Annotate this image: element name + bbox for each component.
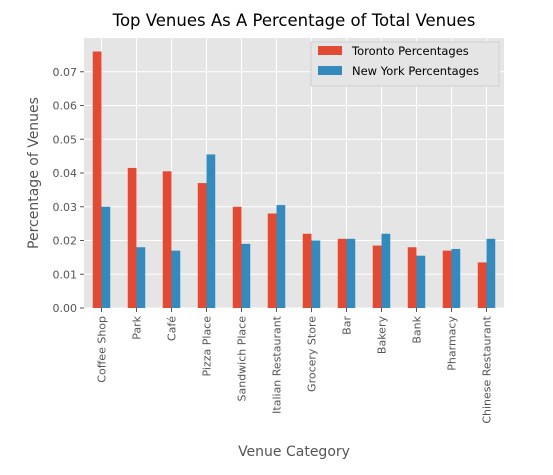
y-tick-label: 0.05 xyxy=(53,133,78,146)
bar-toronto xyxy=(92,51,102,308)
bar-new-york xyxy=(416,255,426,308)
x-tick-label: Italian Restaurant xyxy=(271,315,284,414)
x-tick-label: Bank xyxy=(411,315,424,343)
legend: Toronto Percentages New York Percentages xyxy=(310,41,500,87)
bar-toronto xyxy=(267,213,277,308)
bar-new-york xyxy=(346,238,356,308)
bar-new-york xyxy=(101,206,111,308)
legend-label-new-york: New York Percentages xyxy=(352,64,479,78)
bars xyxy=(92,51,496,308)
bar-new-york xyxy=(136,247,146,308)
bar-toronto xyxy=(162,171,172,308)
bar-toronto xyxy=(477,262,487,308)
y-tick-label: 0.00 xyxy=(53,302,78,315)
bar-toronto xyxy=(337,238,347,308)
y-axis-ticks: 0.00 0.01 0.02 0.03 0.04 0.05 0.06 0.07 xyxy=(53,66,84,315)
x-tick-label: Chinese Restaurant xyxy=(481,315,494,423)
x-tick-label: Pizza Place xyxy=(201,316,214,377)
bar-new-york xyxy=(451,248,461,308)
y-axis-title: Percentage of Venues xyxy=(26,97,42,249)
legend-label-toronto: Toronto Percentages xyxy=(351,44,469,58)
bar-new-york xyxy=(206,154,216,308)
chart-title: Top Venues As A Percentage of Total Venu… xyxy=(112,11,476,30)
bar-toronto xyxy=(232,206,242,308)
bar-new-york xyxy=(276,205,286,308)
bar-new-york xyxy=(486,238,496,308)
y-tick-label: 0.06 xyxy=(53,100,78,113)
x-tick-label: Café xyxy=(166,316,179,341)
bar-toronto xyxy=(407,247,417,308)
bar-toronto xyxy=(197,183,207,308)
y-tick-label: 0.02 xyxy=(53,235,78,248)
x-axis-ticks: Coffee Shop Park Café Pizza Place Sandwich P… xyxy=(96,308,494,424)
bar-toronto xyxy=(302,233,312,308)
legend-swatch-toronto xyxy=(318,46,342,55)
y-tick-label: 0.03 xyxy=(53,201,78,214)
bar-new-york xyxy=(241,243,251,308)
y-tick-label: 0.07 xyxy=(53,66,78,79)
bar-new-york xyxy=(381,233,391,308)
x-tick-label: Pharmacy xyxy=(446,316,459,371)
x-tick-label: Grocery Store xyxy=(306,316,319,392)
x-tick-label: Coffee Shop xyxy=(96,316,109,383)
x-axis-title: Venue Category xyxy=(238,444,350,460)
bar-new-york xyxy=(311,240,321,308)
legend-box xyxy=(310,41,500,87)
x-tick-label: Bar xyxy=(341,316,354,335)
legend-swatch-new-york xyxy=(318,66,342,75)
y-tick-label: 0.04 xyxy=(53,167,78,180)
bar-toronto xyxy=(127,167,137,308)
x-tick-label: Sandwich Place xyxy=(236,316,249,402)
bar-toronto xyxy=(372,245,382,308)
y-tick-label: 0.01 xyxy=(53,268,78,281)
bar-toronto xyxy=(442,250,452,308)
x-tick-label: Bakery xyxy=(376,316,389,355)
bar-new-york xyxy=(171,250,181,308)
x-tick-label: Park xyxy=(131,315,144,339)
